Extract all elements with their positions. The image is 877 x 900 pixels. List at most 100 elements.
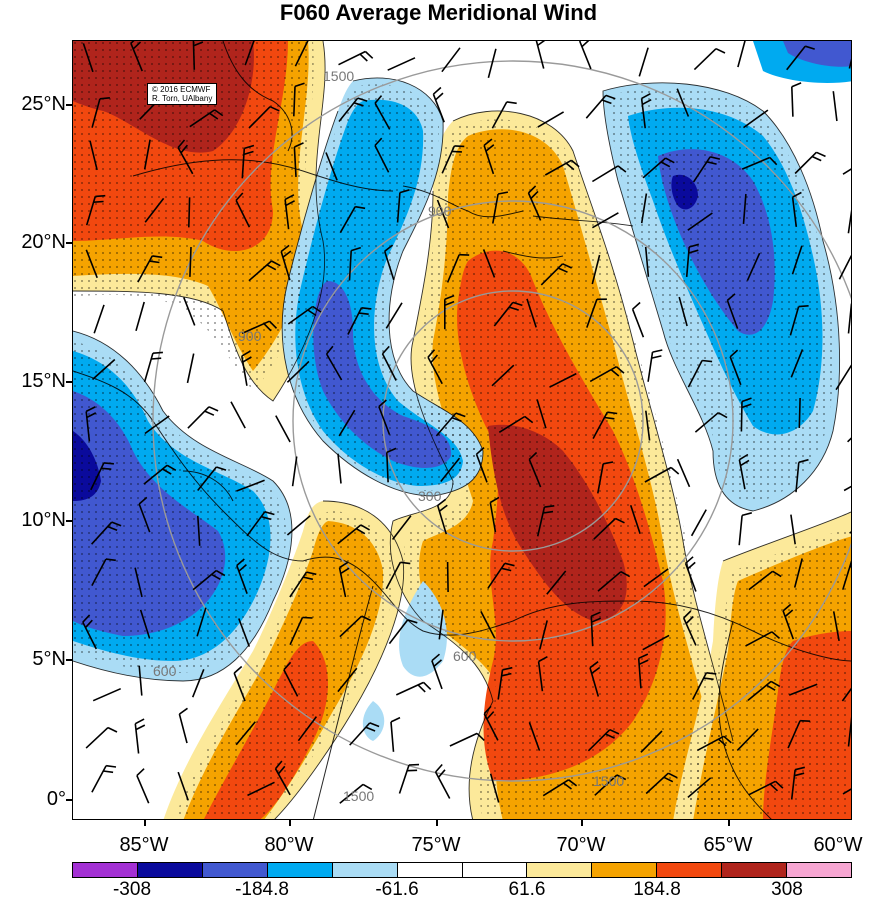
wind-barb <box>91 358 116 381</box>
wind-barb <box>691 672 708 700</box>
wind-barb <box>137 255 154 283</box>
wind-barb-feather <box>390 716 401 723</box>
wind-barb-feather <box>266 264 277 271</box>
x-tick-label: 70°W <box>556 834 606 856</box>
wind-barb-feather <box>615 517 625 524</box>
wind-barb <box>687 777 712 799</box>
wind-barb <box>390 721 395 752</box>
wind-barb <box>93 304 105 334</box>
wind-barb-feather <box>180 144 189 154</box>
wind-barb-feather <box>132 41 142 50</box>
wind-barb <box>89 140 98 171</box>
wind-barb <box>284 199 290 230</box>
colorbar-label: 184.8 <box>633 879 681 900</box>
wind-barb-feather <box>641 98 652 106</box>
wind-barb <box>847 716 851 747</box>
wind-barb-feather <box>312 305 322 313</box>
wind-barb-feather <box>135 724 146 731</box>
colorbar-segment <box>202 863 268 877</box>
range-rings <box>152 60 851 782</box>
wind-barb <box>738 459 746 490</box>
wind-barb <box>786 45 806 71</box>
wind-barb <box>578 41 592 70</box>
wind-field-map: 900 1500 600 300 900 1500 600 1500 <box>73 41 851 819</box>
wind-barb-feather <box>358 312 369 315</box>
wind-barb-feather <box>177 139 186 149</box>
wind-barb-feather <box>811 155 822 162</box>
wind-barb <box>85 727 109 749</box>
wind-barb-feather <box>294 82 305 88</box>
wind-barb-feather <box>544 505 555 508</box>
wind-barb-feather <box>111 521 122 527</box>
colorbar-label: -184.8 <box>235 879 289 900</box>
wind-barb <box>589 366 617 383</box>
ring-label: 1500 <box>343 788 374 804</box>
wind-barb-feather <box>530 190 539 200</box>
wind-barb-feather <box>652 349 663 353</box>
wind-barb-feather <box>538 655 548 663</box>
wind-barb-feather <box>741 403 752 409</box>
wind-barb <box>789 306 800 336</box>
wind-barb <box>289 571 308 598</box>
wind-barb <box>740 401 743 432</box>
wind-barb <box>378 406 391 435</box>
x-tick-mark <box>289 820 291 826</box>
wind-barb-feather <box>359 53 368 62</box>
x-tick-label: 60°W <box>813 834 863 856</box>
wind-barb-feather <box>723 735 732 744</box>
wind-barb <box>440 457 461 482</box>
wind-barb <box>339 615 363 638</box>
wind-barb-feather <box>706 161 717 165</box>
wind-barb <box>294 41 309 67</box>
wind-barb-feather <box>233 665 243 674</box>
coastlines <box>73 41 851 819</box>
wind-barb-feather <box>570 159 580 168</box>
wind-barb-feather <box>486 711 495 720</box>
wind-barb <box>143 352 154 383</box>
wind-barb <box>337 524 362 545</box>
wind-barb <box>542 779 570 797</box>
wind-barb <box>842 788 851 795</box>
wind-barb <box>338 97 359 122</box>
wind-barb <box>491 101 508 129</box>
wind-barb-feather <box>660 161 671 168</box>
wind-barb <box>274 768 291 796</box>
wind-barb-feather <box>710 156 721 160</box>
colorbar-segment <box>657 863 723 877</box>
wind-barb <box>91 558 107 586</box>
wind-barb <box>696 735 725 752</box>
wind-barb <box>798 397 801 429</box>
wind-barb <box>592 411 609 439</box>
wind-barb <box>388 619 409 645</box>
wind-barb-feather <box>353 102 364 107</box>
wind-barb-feather <box>162 468 172 475</box>
wind-barb-feather <box>438 504 448 512</box>
wind-barb-feather <box>607 411 618 415</box>
wind-barb <box>795 462 800 493</box>
wind-barb <box>325 353 343 381</box>
wind-barb-feather <box>243 150 254 156</box>
wind-barb-feather <box>166 464 177 471</box>
wind-barb <box>694 412 719 433</box>
wind-barb-feather <box>563 782 572 790</box>
wind-barb-feather <box>589 661 599 669</box>
x-tick-mark <box>728 820 730 826</box>
wind-barb-feather <box>717 412 728 419</box>
wind-barb <box>693 48 717 71</box>
wind-barb-feather <box>772 570 782 578</box>
wind-barb-feather <box>454 145 465 148</box>
wind-barb-feather <box>361 615 372 622</box>
wind-barb-feather <box>782 603 792 612</box>
wind-barb-feather <box>688 249 699 254</box>
wind-barb <box>374 145 390 173</box>
wind-barb-feather <box>766 684 776 691</box>
wind-barb-feather <box>687 561 696 570</box>
ring-label: 900 <box>238 328 262 344</box>
wind-barb-feather <box>620 571 631 578</box>
wind-barb <box>847 303 851 334</box>
wind-barb <box>593 517 617 540</box>
wind-barb <box>594 774 618 796</box>
wind-barb <box>337 453 342 484</box>
wind-barb-feather <box>384 244 394 252</box>
wind-barb-feather <box>235 192 244 201</box>
